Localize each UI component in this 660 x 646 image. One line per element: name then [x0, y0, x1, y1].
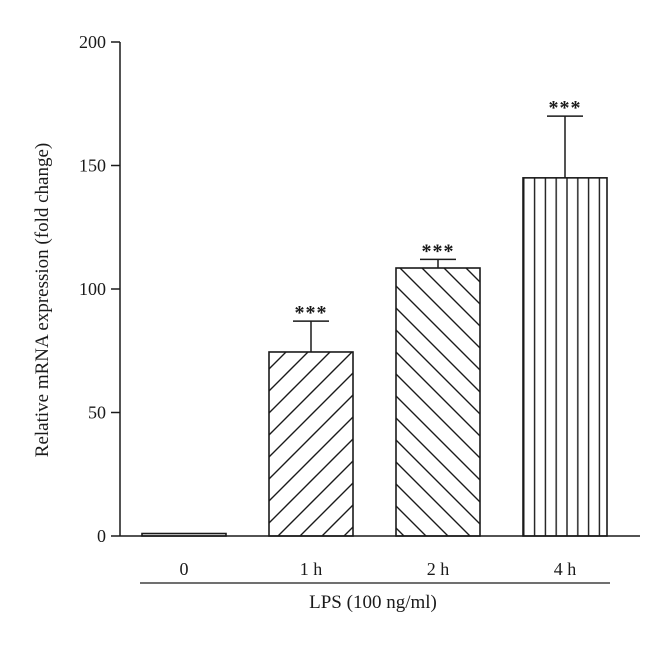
y-tick-label: 150	[79, 156, 106, 176]
x-tick-label: 1 h	[300, 559, 323, 579]
y-tick-label: 0	[97, 526, 106, 546]
x-tick-label: 2 h	[427, 559, 450, 579]
x-axis: 0 1 h 2 h 4 h	[120, 535, 640, 584]
y-axis-label: Relative mRNA expression (fold change)	[32, 143, 53, 457]
y-tick-label: 200	[79, 32, 106, 52]
significance-label: ***	[422, 240, 455, 262]
x-tick-label: 4 h	[554, 559, 577, 579]
significance-label: ***	[549, 97, 582, 119]
bars: *** *** ***	[141, 97, 608, 537]
bar-1h	[268, 351, 354, 537]
x-axis-label: LPS (100 ng/ml)	[309, 592, 437, 613]
y-tick-label: 50	[88, 403, 106, 423]
bar-4h	[522, 177, 608, 537]
bar-2h	[395, 267, 481, 537]
y-axis: 0 50 100 150 200	[79, 32, 121, 546]
x-tick-label: 0	[180, 559, 189, 579]
significance-label: ***	[295, 302, 328, 324]
y-tick-label: 100	[79, 279, 106, 299]
